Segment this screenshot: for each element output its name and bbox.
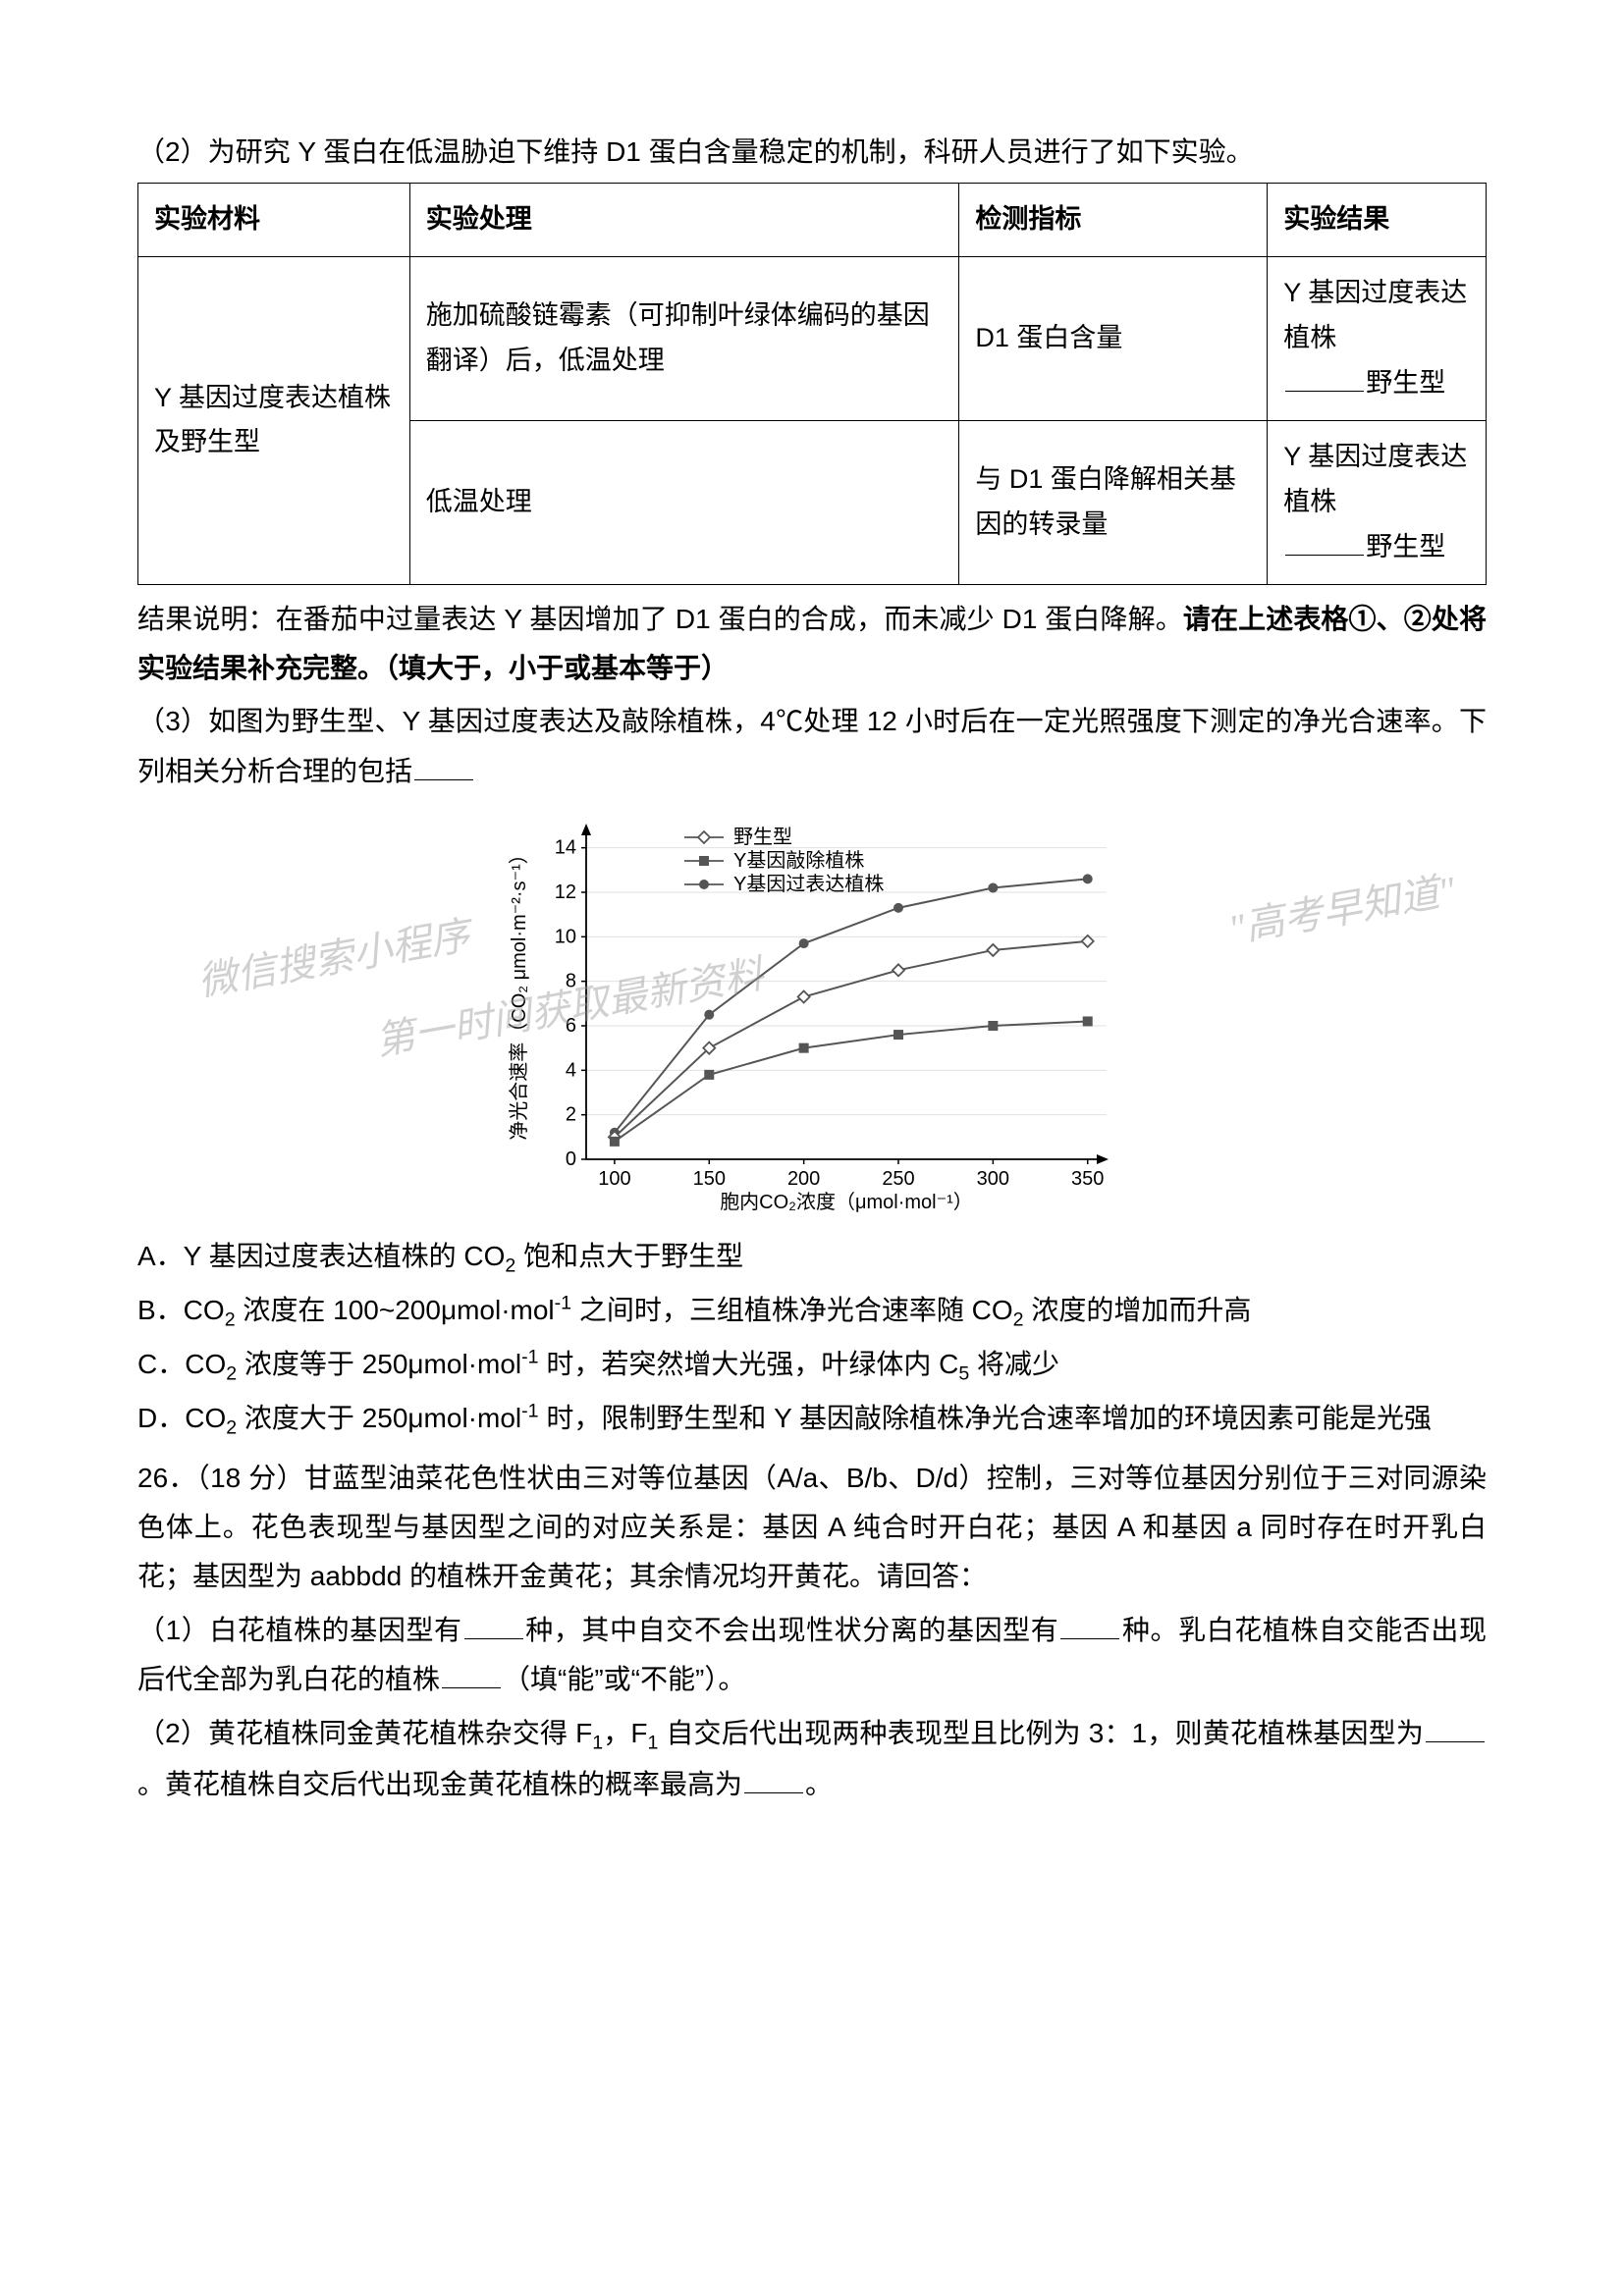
q26-intro: 26．（18 分）甘蓝型油菜花色性状由三对等位基因（A/a、B/b、D/d）控制…: [137, 1454, 1487, 1602]
svg-text:100: 100: [598, 1168, 630, 1190]
cell-material: Y 基因过度表达植株及野生型: [138, 257, 410, 584]
cell-result-2: Y 基因过度表达植株 野生型: [1268, 420, 1487, 584]
cell-result-1: Y 基因过度表达植株 野生型: [1268, 257, 1487, 421]
watermark-1: 微信搜索小程序: [192, 900, 475, 1018]
q26-1: （1）白花植株的基因型有种，其中自交不会出现性状分离的基因型有种。乳白花植株自交…: [137, 1606, 1487, 1705]
blank-26-2b: [744, 1766, 803, 1793]
q26-2-b: 。黄花植株自交后代出现金黄花植株的概率最高为: [137, 1769, 742, 1799]
table-row: Y 基因过度表达植株及野生型 施加硫酸链霉素（可抑制叶绿体编码的基因翻译）后，低…: [138, 257, 1487, 421]
table-header-row: 实验材料 实验处理 检测指标 实验结果: [138, 184, 1487, 257]
cell-indicator-2: 与 D1 蛋白降解相关基因的转录量: [959, 420, 1268, 584]
blank-circle-1: [1285, 365, 1364, 392]
watermark-2: "高考早知道": [1223, 855, 1462, 964]
svg-text:150: 150: [693, 1168, 726, 1190]
option-b: B．CO2 浓度在 100~200μmol·mol-1 之间时，三组植株净光合速…: [137, 1286, 1487, 1338]
svg-text:Y基因敲除植株: Y基因敲除植株: [733, 849, 864, 872]
blank-q3: [414, 753, 473, 780]
option-a: A．Y 基因过度表达植株的 CO2 饱和点大于野生型: [137, 1232, 1487, 1284]
svg-text:胞内CO₂浓度（μmol·mol⁻¹）: 胞内CO₂浓度（μmol·mol⁻¹）: [720, 1191, 973, 1213]
svg-text:Y基因过表达植株: Y基因过表达植株: [733, 873, 884, 895]
th-indicator: 检测指标: [959, 184, 1268, 257]
blank-26-1a: [464, 1612, 523, 1639]
blank-26-2a: [1426, 1715, 1485, 1742]
th-result: 实验结果: [1268, 184, 1487, 257]
svg-text:野生型: 野生型: [733, 826, 792, 848]
document-page: （2）为研究 Y 蛋白在低温胁迫下维持 D1 蛋白含量稳定的机制，科研人员进行了…: [0, 0, 1624, 1912]
th-treatment: 实验处理: [409, 184, 959, 257]
svg-text:300: 300: [977, 1168, 1009, 1190]
after-table-text: 结果说明：在番茄中过量表达 Y 基因增加了 D1 蛋白的合成，而未减少 D1 蛋…: [137, 595, 1487, 694]
cell-treatment-2: 低温处理: [409, 420, 959, 584]
svg-text:12: 12: [555, 881, 576, 903]
svg-text:200: 200: [787, 1168, 820, 1190]
svg-text:250: 250: [882, 1168, 914, 1190]
after-table-plain: 结果说明：在番茄中过量表达 Y 基因增加了 D1 蛋白的合成，而未减少 D1 蛋…: [137, 604, 1183, 634]
q26-1-b: 种，其中自交不会出现性状分离的基因型有: [525, 1615, 1059, 1645]
svg-text:0: 0: [566, 1148, 576, 1170]
svg-text:8: 8: [566, 971, 576, 992]
svg-text:净光合速率（CO₂ μmol·m⁻²·s⁻¹）: 净光合速率（CO₂ μmol·m⁻²·s⁻¹）: [508, 844, 530, 1140]
result1-prefix: Y 基因过度表达植株: [1283, 278, 1467, 352]
cell-treatment-1: 施加硫酸链霉素（可抑制叶绿体编码的基因翻译）后，低温处理: [409, 257, 959, 421]
svg-text:6: 6: [566, 1015, 576, 1037]
svg-text:350: 350: [1071, 1168, 1104, 1190]
blank-circle-2: [1285, 529, 1364, 556]
q3-intro: （3）如图为野生型、Y 基因过度表达及敲除植株，4℃处理 12 小时后在一定光照…: [137, 697, 1487, 796]
result1-suffix: 野生型: [1366, 368, 1445, 398]
th-material: 实验材料: [138, 184, 410, 257]
q26-2-c: 。: [805, 1769, 833, 1799]
q2-intro: （2）为研究 Y 蛋白在低温胁迫下维持 D1 蛋白含量稳定的机制，科研人员进行了…: [137, 128, 1487, 177]
blank-26-1b: [1060, 1612, 1119, 1639]
q3-intro-text: （3）如图为野生型、Y 基因过度表达及敲除植株，4℃处理 12 小时后在一定光照…: [137, 706, 1487, 785]
experiment-table: 实验材料 实验处理 检测指标 实验结果 Y 基因过度表达植株及野生型 施加硫酸链…: [137, 183, 1487, 584]
q26-1-a: （1）白花植株的基因型有: [137, 1615, 462, 1645]
q26-1-d: （填“能”或“不能”）。: [503, 1664, 745, 1694]
chart-container: 0 2 4 6 8 10 12 14 100 150 200 250 300 350 胞内CO₂浓度（μmo…: [137, 806, 1487, 1218]
option-c: C．CO2 浓度等于 250μmol·mol-1 时，若突然增大光强，叶绿体内 …: [137, 1340, 1487, 1392]
line-chart: 0 2 4 6 8 10 12 14 100 150 200 250 300 350 胞内CO₂浓度（μmo…: [498, 806, 1126, 1218]
result2-suffix: 野生型: [1366, 532, 1445, 561]
q26-2: （2）黄花植株同金黄花植株杂交得 F1，F1 自交后代出现两种表现型且比例为 3…: [137, 1709, 1487, 1810]
svg-text:2: 2: [566, 1104, 576, 1126]
cell-indicator-1: D1 蛋白含量: [959, 257, 1268, 421]
option-d: D．CO2 浓度大于 250μmol·mol-1 时，限制野生型和 Y 基因敲除…: [137, 1394, 1487, 1446]
result2-prefix: Y 基因过度表达植株: [1283, 442, 1467, 516]
svg-text:10: 10: [555, 927, 576, 948]
svg-text:14: 14: [555, 837, 576, 859]
svg-text:4: 4: [566, 1060, 576, 1082]
blank-26-1c: [442, 1661, 501, 1688]
